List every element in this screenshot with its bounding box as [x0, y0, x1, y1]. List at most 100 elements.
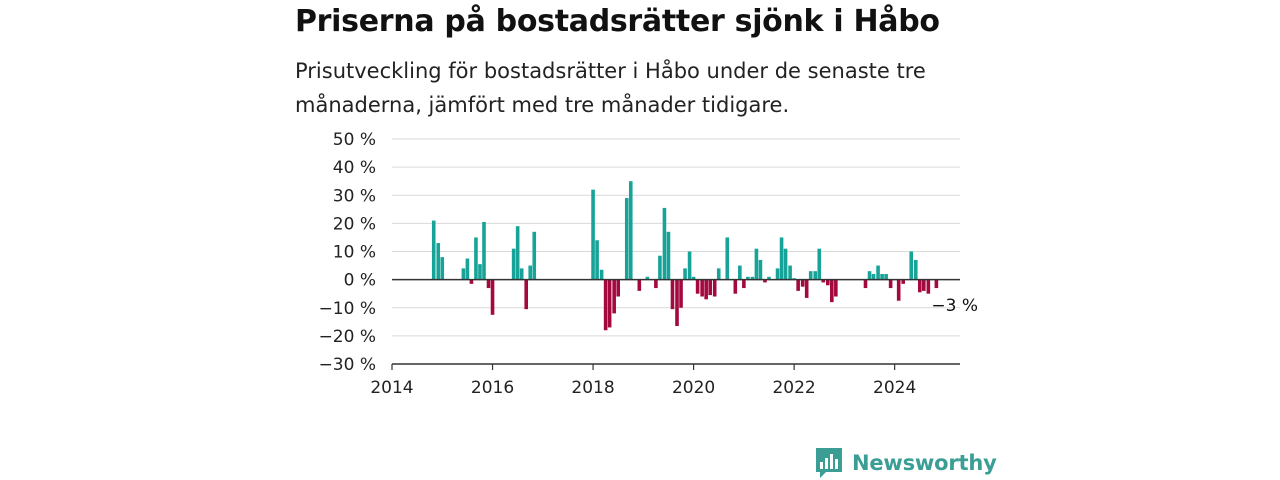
bar	[763, 279, 767, 283]
bar	[490, 279, 495, 315]
bar	[528, 265, 533, 280]
y-tick-label: 30 %	[333, 186, 376, 206]
bar	[616, 279, 620, 297]
bar	[519, 268, 524, 280]
bar	[662, 207, 667, 280]
bar	[934, 279, 939, 289]
bar	[624, 198, 629, 280]
bar	[767, 276, 771, 280]
bar	[738, 265, 742, 280]
y-tick-label: 10 %	[333, 243, 376, 263]
bar	[804, 279, 809, 298]
bar	[817, 248, 822, 280]
bar	[871, 274, 876, 280]
x-tick-label: 2022	[772, 378, 815, 398]
bar	[478, 264, 482, 280]
bar	[628, 181, 633, 280]
y-tick-label: −20 %	[319, 327, 376, 347]
bar	[511, 248, 516, 280]
bar	[675, 279, 679, 327]
bar	[876, 265, 880, 280]
bar	[658, 255, 662, 280]
bar	[901, 279, 905, 284]
bar	[917, 279, 922, 293]
bar	[758, 259, 763, 280]
bar	[750, 276, 755, 280]
x-tick-label: 2014	[370, 378, 413, 398]
brand-logo[interactable]: Newsworthy	[814, 446, 997, 480]
bar	[591, 189, 595, 280]
y-tick-label: 0 %	[344, 271, 376, 291]
newsworthy-logo-icon	[816, 448, 842, 478]
x-tick-label: 2020	[672, 378, 715, 398]
bar	[474, 237, 478, 280]
bar	[612, 279, 616, 314]
grid-lines	[392, 138, 960, 337]
chart-title: Priserna på bostadsrätter sjönk i Håbo	[295, 4, 940, 39]
bar	[888, 279, 893, 289]
bar	[687, 251, 692, 280]
bar	[440, 257, 445, 280]
bar	[821, 279, 826, 283]
bar	[670, 279, 675, 310]
y-tick-label: 40 %	[333, 158, 376, 178]
bar	[754, 248, 759, 280]
bar	[896, 279, 901, 301]
bar	[607, 279, 612, 328]
bar	[788, 265, 792, 280]
bar	[654, 279, 658, 289]
bar	[515, 226, 520, 280]
latest-value-label: −3 %	[931, 296, 978, 316]
chart-subtitle: Prisutveckling för bostadsrätter i Håbo …	[295, 59, 926, 117]
bar	[880, 274, 884, 280]
bars	[431, 181, 939, 331]
bar	[599, 269, 604, 280]
bar	[465, 258, 470, 280]
axes	[391, 278, 960, 370]
bar	[867, 271, 872, 280]
x-tick-label: 2024	[873, 378, 916, 398]
bar	[431, 220, 436, 280]
bar	[826, 279, 830, 286]
bar	[830, 279, 834, 303]
y-tick-label: −10 %	[319, 299, 376, 319]
bar	[909, 251, 914, 280]
bar	[716, 268, 721, 280]
bar	[922, 279, 926, 291]
y-tick-label: −30 %	[319, 355, 376, 375]
y-tick-label: 50 %	[333, 130, 376, 150]
bar	[733, 279, 738, 294]
y-tick-label: 20 %	[333, 214, 376, 234]
bar	[725, 237, 730, 280]
bar	[666, 231, 671, 280]
bar	[926, 279, 931, 294]
bar	[712, 279, 717, 297]
bar	[796, 279, 800, 291]
bar	[486, 279, 491, 289]
bar	[863, 279, 868, 289]
tick-labels: 50 % 40 % 30 % 20 % 10 % 0 % −10 % −20 % −30 % 20…	[319, 130, 978, 398]
bar	[532, 231, 537, 280]
bar	[708, 279, 712, 296]
bar	[779, 237, 784, 280]
bar	[524, 279, 529, 310]
bar	[704, 279, 708, 300]
bar	[884, 274, 888, 280]
bar	[691, 276, 696, 280]
bar	[595, 240, 599, 280]
bar	[913, 259, 918, 280]
bar	[695, 279, 700, 294]
bar	[683, 268, 687, 280]
x-tick-label: 2016	[471, 378, 514, 398]
bar	[679, 279, 683, 308]
bar	[813, 271, 818, 280]
brand-name: Newsworthy	[852, 451, 997, 475]
bar	[783, 248, 788, 280]
bar	[637, 279, 642, 291]
bar	[645, 276, 650, 280]
bar	[742, 279, 746, 289]
x-tick-label: 2018	[571, 378, 614, 398]
bar	[603, 279, 608, 331]
bar	[834, 279, 838, 297]
